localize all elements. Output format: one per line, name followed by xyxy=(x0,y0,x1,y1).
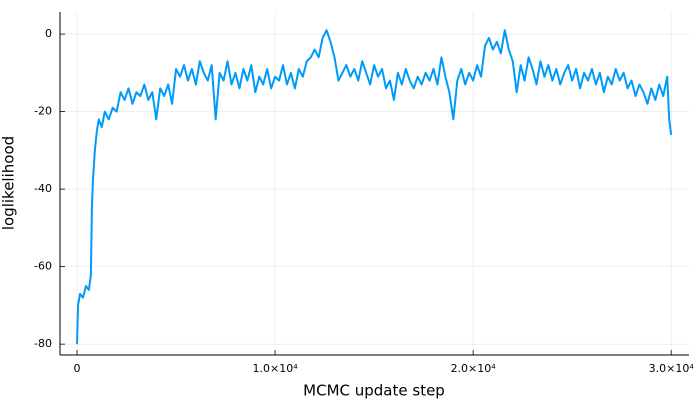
y-tick-label: -80 xyxy=(34,337,52,350)
data-line xyxy=(76,29,673,345)
x-tick-label: 0 xyxy=(74,362,81,375)
x-tick-label: 2.0×10⁴ xyxy=(451,362,497,375)
y-tick-label: -40 xyxy=(34,182,52,195)
y-tick-label: -60 xyxy=(34,260,52,273)
x-tick-label: 3.0×10⁴ xyxy=(649,362,695,375)
x-axis-title: MCMC update step xyxy=(303,382,445,400)
x-tick-label: 1.0×10⁴ xyxy=(253,362,299,375)
y-tick-label: -20 xyxy=(34,105,52,118)
y-tick-label: 0 xyxy=(45,27,52,40)
y-axis-title: loglikelihood xyxy=(0,136,18,230)
